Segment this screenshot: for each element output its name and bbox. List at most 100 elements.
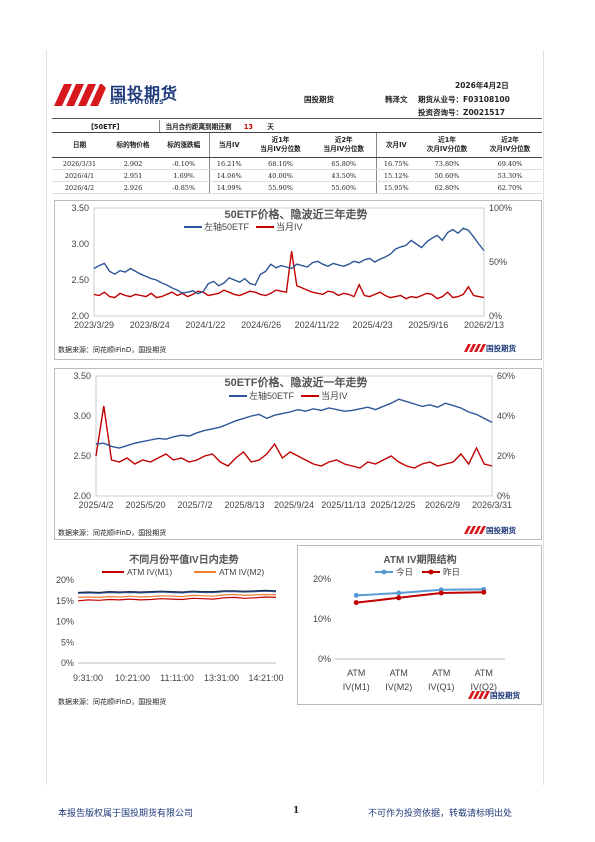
header-rule	[52, 118, 542, 119]
logo-mark-icon	[464, 526, 486, 534]
company-logo: 国投期货 SDIC FUTURES	[52, 80, 187, 110]
cell-pct-2y: 43.50%	[312, 169, 377, 182]
y-tick-label: 2.50	[73, 451, 91, 461]
cell-m2-pct-1y: 62.80%	[416, 181, 479, 194]
summary-row: 【50ETF】 当月合约距离到期还剩 13 天	[52, 120, 543, 133]
series-line-etf	[95, 398, 493, 449]
cell-price: 2.951	[107, 169, 159, 182]
chart-title: ATM IV期限结构	[383, 553, 456, 566]
cell-m2-pct-2y: 53.30%	[478, 169, 543, 182]
x-tick-label: 2026/2/9	[425, 500, 460, 510]
cell-pct-1y: 40.00%	[249, 169, 313, 182]
x-tick-label: 2023/3/29	[74, 320, 114, 330]
series-line-1	[77, 596, 277, 602]
y-tick-label: 10%	[313, 614, 331, 624]
series-line-3	[77, 590, 277, 594]
chart-3y-price-iv: 2.00 2.50 3.00 3.50 0% 50% 100% 2023/3/29 2023/8…	[71, 203, 512, 330]
cell-iv-m1: 14.99%	[209, 181, 249, 194]
cell-price: 2.902	[107, 157, 159, 170]
cell-pct-2y: 55.60%	[312, 181, 377, 194]
cell-m2-pct-2y: 69.40%	[478, 157, 543, 170]
analyst-name: 韩泽文	[385, 95, 408, 104]
series-line-4	[77, 589, 277, 594]
x-tick-label: IV(Q2)	[470, 682, 497, 692]
y-tick-label: 15%	[56, 596, 74, 606]
x-tick-label: 13:31:00	[204, 673, 239, 683]
col-header: 近1年 次月IV分位数	[416, 132, 479, 158]
y-tick-label: 20%	[313, 574, 331, 584]
cell-change: -0.10%	[159, 157, 210, 170]
cell-change: -0.85%	[159, 181, 210, 194]
data-point	[396, 590, 402, 596]
page-border-right	[543, 50, 544, 785]
cell-m2-pct-1y: 50.60%	[416, 169, 479, 182]
legend-marker	[428, 569, 434, 575]
y2-tick-label: 0%	[497, 491, 510, 501]
chart-atm-iv-term-structure: 0% 10% 20% ATM IV(M1) ATM IV(M2) ATM IV(Q1) ATM IV…	[313, 553, 505, 692]
series-line-2	[356, 591, 484, 604]
logo-cn-text: 国投期货	[110, 84, 179, 103]
legend-label-iv: 当月IV	[321, 390, 348, 401]
chart1-frame	[54, 200, 542, 360]
x-tick-label: 2025/4/23	[353, 320, 393, 330]
x-tick-label: 2024/1/22	[185, 320, 225, 330]
y-tick-label: 0%	[318, 654, 331, 664]
x-tick-label: 2023/8/24	[130, 320, 170, 330]
plot-area	[93, 207, 485, 317]
col-header: 近1年 当月IV分位数	[249, 132, 313, 158]
y2-tick-label: 20%	[497, 451, 515, 461]
y-tick-label: 3.00	[71, 239, 89, 249]
x-tick-label: 2026/2/13	[464, 320, 504, 330]
cell-date: 2026/4/1	[52, 169, 107, 182]
chart2-frame	[54, 368, 542, 540]
expiry-days: 13	[243, 123, 253, 131]
series-line-etf	[93, 227, 485, 295]
x-tick-label: 2025/7/2	[177, 500, 212, 510]
y-tick-label: 2.50	[71, 275, 89, 285]
x-tick-label: 2024/11/22	[295, 320, 339, 330]
cell-price: 2.926	[107, 181, 159, 194]
chart4-frame	[297, 545, 542, 705]
mini-logo-text: 国投期货	[490, 691, 520, 700]
y2-tick-label: 60%	[497, 371, 515, 381]
cell-m2-pct-1y: 73.80%	[416, 157, 479, 170]
mini-logo-text: 国投期货	[486, 344, 516, 353]
cell-pct-1y: 68.10%	[249, 157, 313, 170]
expiry-label: 当月合约距离到期还剩	[165, 123, 232, 131]
col-header: 当月IV	[209, 132, 249, 158]
col-header: 近2年 当月IV分位数	[312, 132, 377, 158]
y-tick-label: 2.00	[71, 311, 89, 321]
table-row: 2026/4/1 2.951 1.69% 14.06% 40.00% 43.50…	[52, 169, 543, 182]
table-header-row: 日期 标的物价格 标的涨跌幅 当月IV 近1年 当月IV分位数 近2年 当月IV分位…	[52, 132, 543, 158]
y2-tick-label: 0%	[489, 311, 502, 321]
chart-intraday-atm-iv: 0% 5% 10% 15% 20% 9:31:00 10:21:00 11:11:00 13:3…	[56, 553, 284, 683]
plot-area	[95, 375, 493, 497]
footer-copyright: 本报告版权属于国投期货有限公司	[58, 809, 194, 819]
source-note-2: 数据来源：同花顺iFinD，国投期货	[58, 529, 167, 537]
expiry-unit: 天	[267, 123, 274, 131]
logo-en-text: SDIC FUTURES	[110, 99, 164, 106]
y-tick-label: 20%	[56, 575, 74, 585]
x-tick-label: 2025/9/16	[408, 320, 448, 330]
series-line-2	[77, 593, 277, 599]
legend-label: 今日	[396, 567, 413, 577]
x-tick-label: 11:11:00	[160, 673, 194, 683]
cell-m2-pct-2y: 62.70%	[478, 181, 543, 194]
x-tick-label: 10:21:00	[115, 673, 150, 683]
y2-tick-label: 40%	[497, 411, 515, 421]
logo-mark-icon	[468, 691, 490, 699]
x-tick-label: 9:31:00	[73, 673, 103, 683]
table-row: 2026/3/31 2.902 -0.10% 16.21% 68.10% 65.…	[52, 157, 543, 170]
cell-iv-m2: 15.95%	[376, 181, 417, 194]
legend-label: ATM IV(M1)	[127, 567, 172, 577]
cell-pct-1y: 55.90%	[249, 181, 313, 194]
cell-pct-2y: 65.80%	[312, 157, 377, 170]
chart-title: 50ETF价格、隐波近三年走势	[224, 207, 367, 221]
y2-tick-label: 100%	[489, 203, 512, 213]
y-tick-label: 3.50	[73, 371, 91, 381]
series-line-1	[356, 588, 484, 597]
mini-logo-1: 国投期货	[464, 343, 534, 353]
col-header: 日期	[52, 132, 107, 158]
logo-mark-icon	[464, 344, 486, 352]
x-tick-label: IV(M1)	[343, 682, 370, 692]
